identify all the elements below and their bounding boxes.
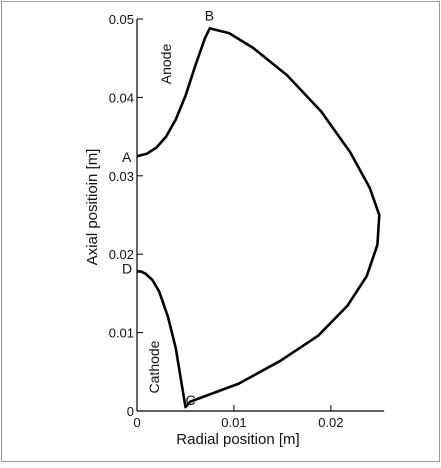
y-tick-label: 0.04 (109, 90, 134, 105)
y-axis-title: Axial positioin [m] (84, 149, 101, 266)
y-tick-label: 0.05 (109, 12, 134, 27)
y-tick-label: 0.03 (109, 169, 134, 184)
point-label-d: D (122, 260, 132, 276)
y-tick-label: 0 (127, 404, 134, 419)
y-tick-label: 0.02 (109, 247, 134, 262)
x-tick-label: 0 (133, 415, 140, 430)
y-ticks: 0 0.01 0.02 0.03 0.04 0.05 (109, 12, 143, 419)
anode-label: Anode (158, 44, 174, 85)
point-label-c: C (185, 392, 195, 408)
x-tick-label: 0.02 (318, 415, 343, 430)
point-label-a: A (122, 149, 132, 165)
point-label-b: B (205, 7, 214, 23)
y-tick-label: 0.01 (109, 326, 134, 341)
cathode-label: Cathode (146, 340, 162, 393)
x-axis-title: Radial position [m] (176, 431, 299, 448)
chamber-outline-curve (136, 27, 381, 409)
x-tick-label: 0.01 (221, 415, 246, 430)
x-ticks: 0 0.01 0.02 (133, 405, 344, 430)
point-labels: A B C D (122, 7, 214, 408)
